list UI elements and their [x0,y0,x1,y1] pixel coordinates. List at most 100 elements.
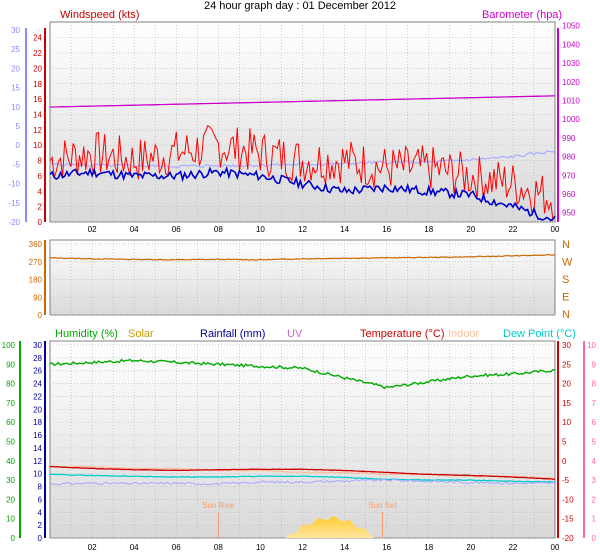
x-tick-label: 04 [130,543,139,552]
x-tick-label: 22 [508,225,517,234]
humidity-tick: 0 [11,534,16,543]
uv-tick: 0 [592,534,597,543]
uv-tick: 6 [592,418,597,427]
temp-tick: -10 [562,495,574,504]
outer-left-tick: -10 [8,180,20,189]
solar-area [50,516,555,538]
humidity-tick: 40 [6,457,15,466]
outer-left-tick: -20 [8,218,20,227]
humidity-tick: 90 [6,360,15,369]
sunrise-label: Sun Rise [202,501,235,510]
outer-left-tick: 5 [16,122,21,131]
rain-tick: 10 [33,470,42,479]
x-tick-label: 10 [256,225,265,234]
windspeed-tick: 4 [38,187,43,196]
legend-solar: Solar [128,328,154,340]
dewpoint-line [49,473,556,483]
temp-tick: 10 [562,418,571,427]
windspeed-tick: 22 [33,49,42,58]
rain-tick: 0 [38,534,43,543]
legend-humidity: Humidity (%) [55,328,118,340]
avg-speed-line [49,165,556,222]
humidity-line [49,358,556,390]
x-tick-label: 04 [130,225,139,234]
uv-tick: 5 [592,438,597,447]
barometer-tick: 1040 [562,40,580,49]
barometer-tick: 980 [562,153,576,162]
x-tick-label: 06 [172,543,181,552]
x-tick-label: 16 [382,225,391,234]
windspeed-tick: 12 [33,126,42,135]
humidity-tick: 20 [6,495,15,504]
legend-temperature: Temperature (°C) [360,328,444,340]
legend-dewpoint: Dew Point (°C) [503,328,576,340]
compass-label: N [562,239,570,251]
uv-tick: 4 [592,457,597,466]
humidity-tick: 10 [6,515,15,524]
x-tick-label: 00 [551,543,560,552]
temp-tick: -20 [562,534,574,543]
barometer-tick: 960 [562,190,576,199]
windspeed-tick: 6 [38,172,43,181]
uv-tick: 3 [592,476,597,485]
x-tick-label: 02 [88,543,97,552]
windspeed-label: Windspeed (kts) [60,9,139,21]
barometer-tick: 970 [562,171,576,180]
rain-tick: 4 [38,508,43,517]
x-tick-label: 16 [382,543,391,552]
x-tick-label: 12 [298,543,307,552]
rain-tick: 12 [33,457,42,466]
outer-left-tick: 30 [11,26,20,35]
outer-left-tick: 15 [11,84,20,93]
rain-tick: 14 [33,444,42,453]
windspeed-tick: 2 [38,203,43,212]
rain-tick: 28 [33,354,42,363]
climate-legend: Humidity (%) Solar Rainfall (mm) UV Temperat… [55,328,576,340]
grid-lines [50,22,555,539]
x-tick-label: 06 [172,225,181,234]
rain-tick: 24 [33,380,42,389]
barometer-tick: 1000 [562,115,580,124]
humidity-tick: 80 [6,380,15,389]
rain-tick: 8 [38,483,43,492]
uv-tick: 7 [592,399,597,408]
humidity-tick: 30 [6,476,15,485]
uv-tick: 10 [587,341,596,350]
temp-tick: -15 [562,515,574,524]
temp-tick: 0 [562,457,567,466]
uv-tick: 1 [592,515,597,524]
x-tick-label: 14 [340,543,349,552]
legend-rainfall: Rainfall (mm) [200,328,265,340]
barometer-tick: 1010 [562,97,580,106]
x-tick-label: 14 [340,225,349,234]
rain-tick: 20 [33,405,42,414]
series-layer [49,95,556,538]
windspeed-tick: 18 [33,80,42,89]
rain-tick: 2 [38,521,43,530]
direction-tick: 270 [29,258,43,267]
rain-tick: 6 [38,495,43,504]
windspeed-line [49,124,556,222]
x-tick-label: 20 [466,225,475,234]
compass-label: N [562,309,570,321]
temp-tick: -5 [562,476,570,485]
outer-left-tick: -5 [13,160,21,169]
humidity-tick: 60 [6,418,15,427]
outer-left-tick: 0 [16,141,21,150]
temp-tick: 25 [562,360,571,369]
climate-panel-bg [49,340,556,539]
barometer-label: Barometer (hpa) [482,9,562,21]
sunset-label: Sun Set [368,501,397,510]
temp-tick: 30 [562,341,571,350]
windspeed-tick: 14 [33,110,42,119]
page-title: 24 hour graph day : 01 December 2012 [203,0,397,12]
barometer-tick: 950 [562,209,576,218]
direction-tick: 90 [33,293,42,302]
rain-tick: 18 [33,418,42,427]
compass-label: W [562,257,573,269]
compass-label: S [562,274,569,286]
outer-left-tick: 25 [11,45,20,54]
rain-tick: 30 [33,341,42,350]
